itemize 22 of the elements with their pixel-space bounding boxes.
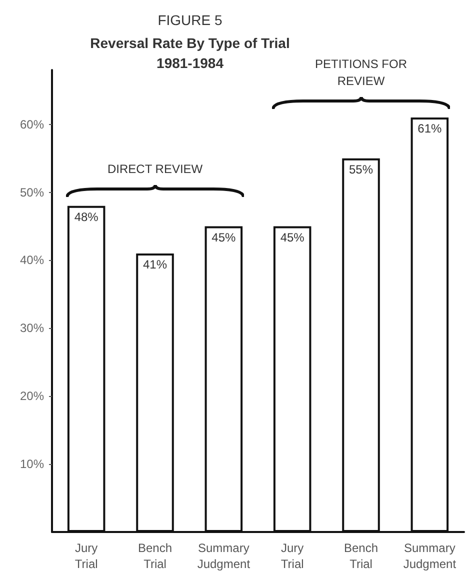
y-tick-label: 30%	[20, 321, 44, 336]
annotation: DIRECT REVIEW	[108, 160, 203, 178]
data-label: 41%	[142, 257, 168, 272]
annotation: PETITIONS FOR REVIEW	[315, 56, 408, 90]
data-label: 55%	[348, 162, 374, 176]
data-label: 61%	[418, 122, 442, 136]
y-tick-label: 60%	[20, 117, 44, 132]
x-tick-label: Jury Trial	[74, 541, 98, 571]
chart-title: FIGURE 5	[158, 12, 222, 28]
x-tick-label: Summary Judgment	[403, 541, 457, 571]
y-tick-label: 20%	[20, 389, 44, 404]
x-tick-label: Bench Trial	[344, 541, 378, 571]
x-tick-label: Summary Judgment	[197, 541, 251, 571]
data-label: 45%	[212, 230, 236, 244]
y-tick-label: 10%	[20, 457, 44, 472]
y-tick-label: 50%	[20, 185, 44, 200]
chart-subtitle: Reversal Rate By Type of Trial 1981-1984	[90, 35, 290, 71]
y-tick-label: 40%	[20, 253, 44, 268]
x-tick-label: Bench Trial	[138, 541, 172, 571]
data-label: 45%	[280, 230, 305, 244]
data-label: 48%	[74, 210, 99, 224]
x-tick-label: Jury Trial	[280, 541, 304, 571]
